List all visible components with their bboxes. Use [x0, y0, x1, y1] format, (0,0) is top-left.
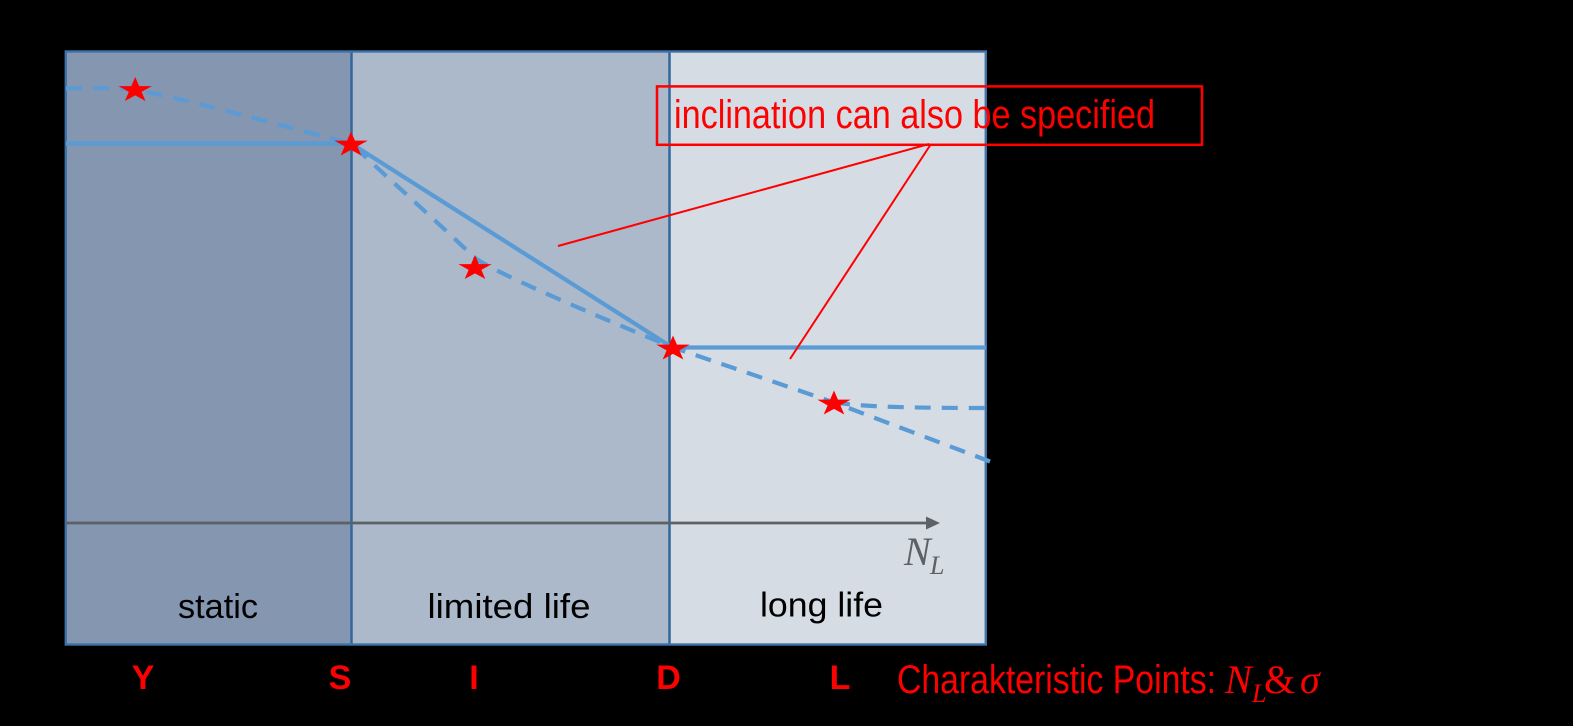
svg-text:N: N — [903, 529, 933, 574]
svg-text:limited life: limited life — [428, 588, 591, 626]
svg-text:inclination can also be specif: inclination can also be specified — [674, 93, 1155, 137]
svg-text:&: & — [1264, 657, 1295, 702]
svg-text:Y: Y — [132, 659, 155, 697]
svg-text:L: L — [929, 551, 944, 580]
svg-text:S: S — [329, 659, 352, 697]
svg-text:I: I — [469, 659, 478, 697]
svg-text:static: static — [178, 588, 258, 626]
svg-text:L: L — [1251, 679, 1266, 708]
svg-text:long life: long life — [760, 587, 883, 625]
svg-text:D: D — [656, 659, 681, 697]
svg-text:Charakteristic Points:: Charakteristic Points: — [897, 658, 1216, 702]
svg-text:N: N — [1224, 657, 1254, 702]
svg-text:L: L — [830, 659, 851, 697]
svg-text:σ: σ — [1300, 657, 1321, 702]
